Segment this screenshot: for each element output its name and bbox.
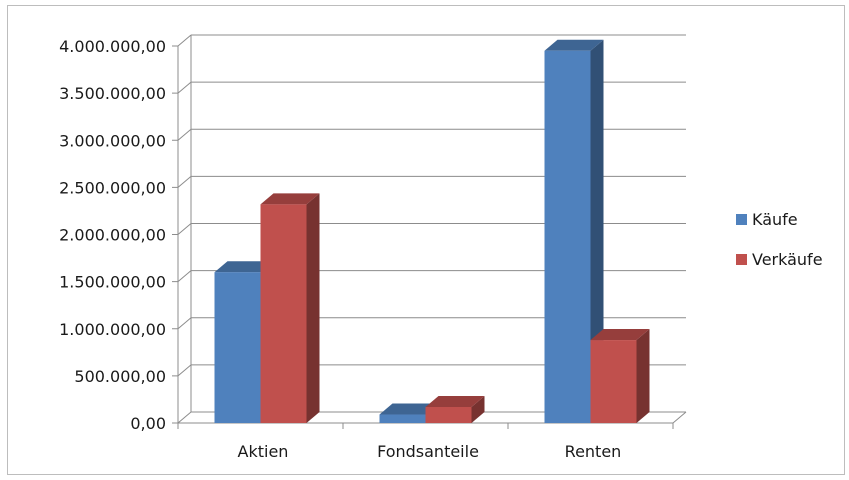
legend-label: Verkäufe xyxy=(752,250,823,269)
y-tick-label: 2.500.000,00 xyxy=(59,178,166,197)
legend-swatch xyxy=(736,214,747,225)
gridline-depth xyxy=(177,81,192,94)
bar xyxy=(260,204,307,423)
gridline-depth xyxy=(177,128,192,141)
bar-top xyxy=(214,261,274,273)
chart-frame xyxy=(7,5,845,475)
gridline-depth xyxy=(177,317,192,330)
y-tick-label: 4.000.000,00 xyxy=(59,37,166,56)
bar-side xyxy=(471,395,485,423)
bar-top xyxy=(544,39,604,51)
bar xyxy=(590,340,637,423)
gridline-depth xyxy=(177,411,192,424)
category-label: Renten xyxy=(565,442,622,461)
y-tick-label: 0,00 xyxy=(130,414,166,433)
y-tick-label: 3.000.000,00 xyxy=(59,131,166,150)
bar-side xyxy=(590,39,604,424)
y-tick-label: 3.500.000,00 xyxy=(59,84,166,103)
bar-top xyxy=(590,329,650,341)
category-label: Fondsanteile xyxy=(377,442,479,461)
gridline-depth xyxy=(177,270,192,283)
floor-edge xyxy=(672,411,687,424)
y-tick-label: 500.000,00 xyxy=(74,367,166,386)
bar xyxy=(425,406,472,423)
bar-top xyxy=(379,403,439,415)
bar-side xyxy=(306,193,320,423)
legend-swatch xyxy=(736,254,747,265)
bar xyxy=(544,50,591,424)
bar xyxy=(214,272,261,423)
gridline-depth xyxy=(177,223,192,235)
category-label: Aktien xyxy=(238,442,289,461)
y-tick-label: 1.000.000,00 xyxy=(59,320,166,339)
bar-side xyxy=(636,329,650,423)
legend-label: Käufe xyxy=(752,210,798,229)
gridline-depth xyxy=(177,364,192,377)
bar-top xyxy=(260,193,320,205)
bar-top xyxy=(425,395,485,407)
y-tick-label: 1.500.000,00 xyxy=(59,273,166,292)
gridline-depth xyxy=(177,34,192,47)
y-tick-label: 2.000.000,00 xyxy=(59,226,166,245)
gridline-depth xyxy=(177,175,192,188)
bar xyxy=(379,414,426,423)
